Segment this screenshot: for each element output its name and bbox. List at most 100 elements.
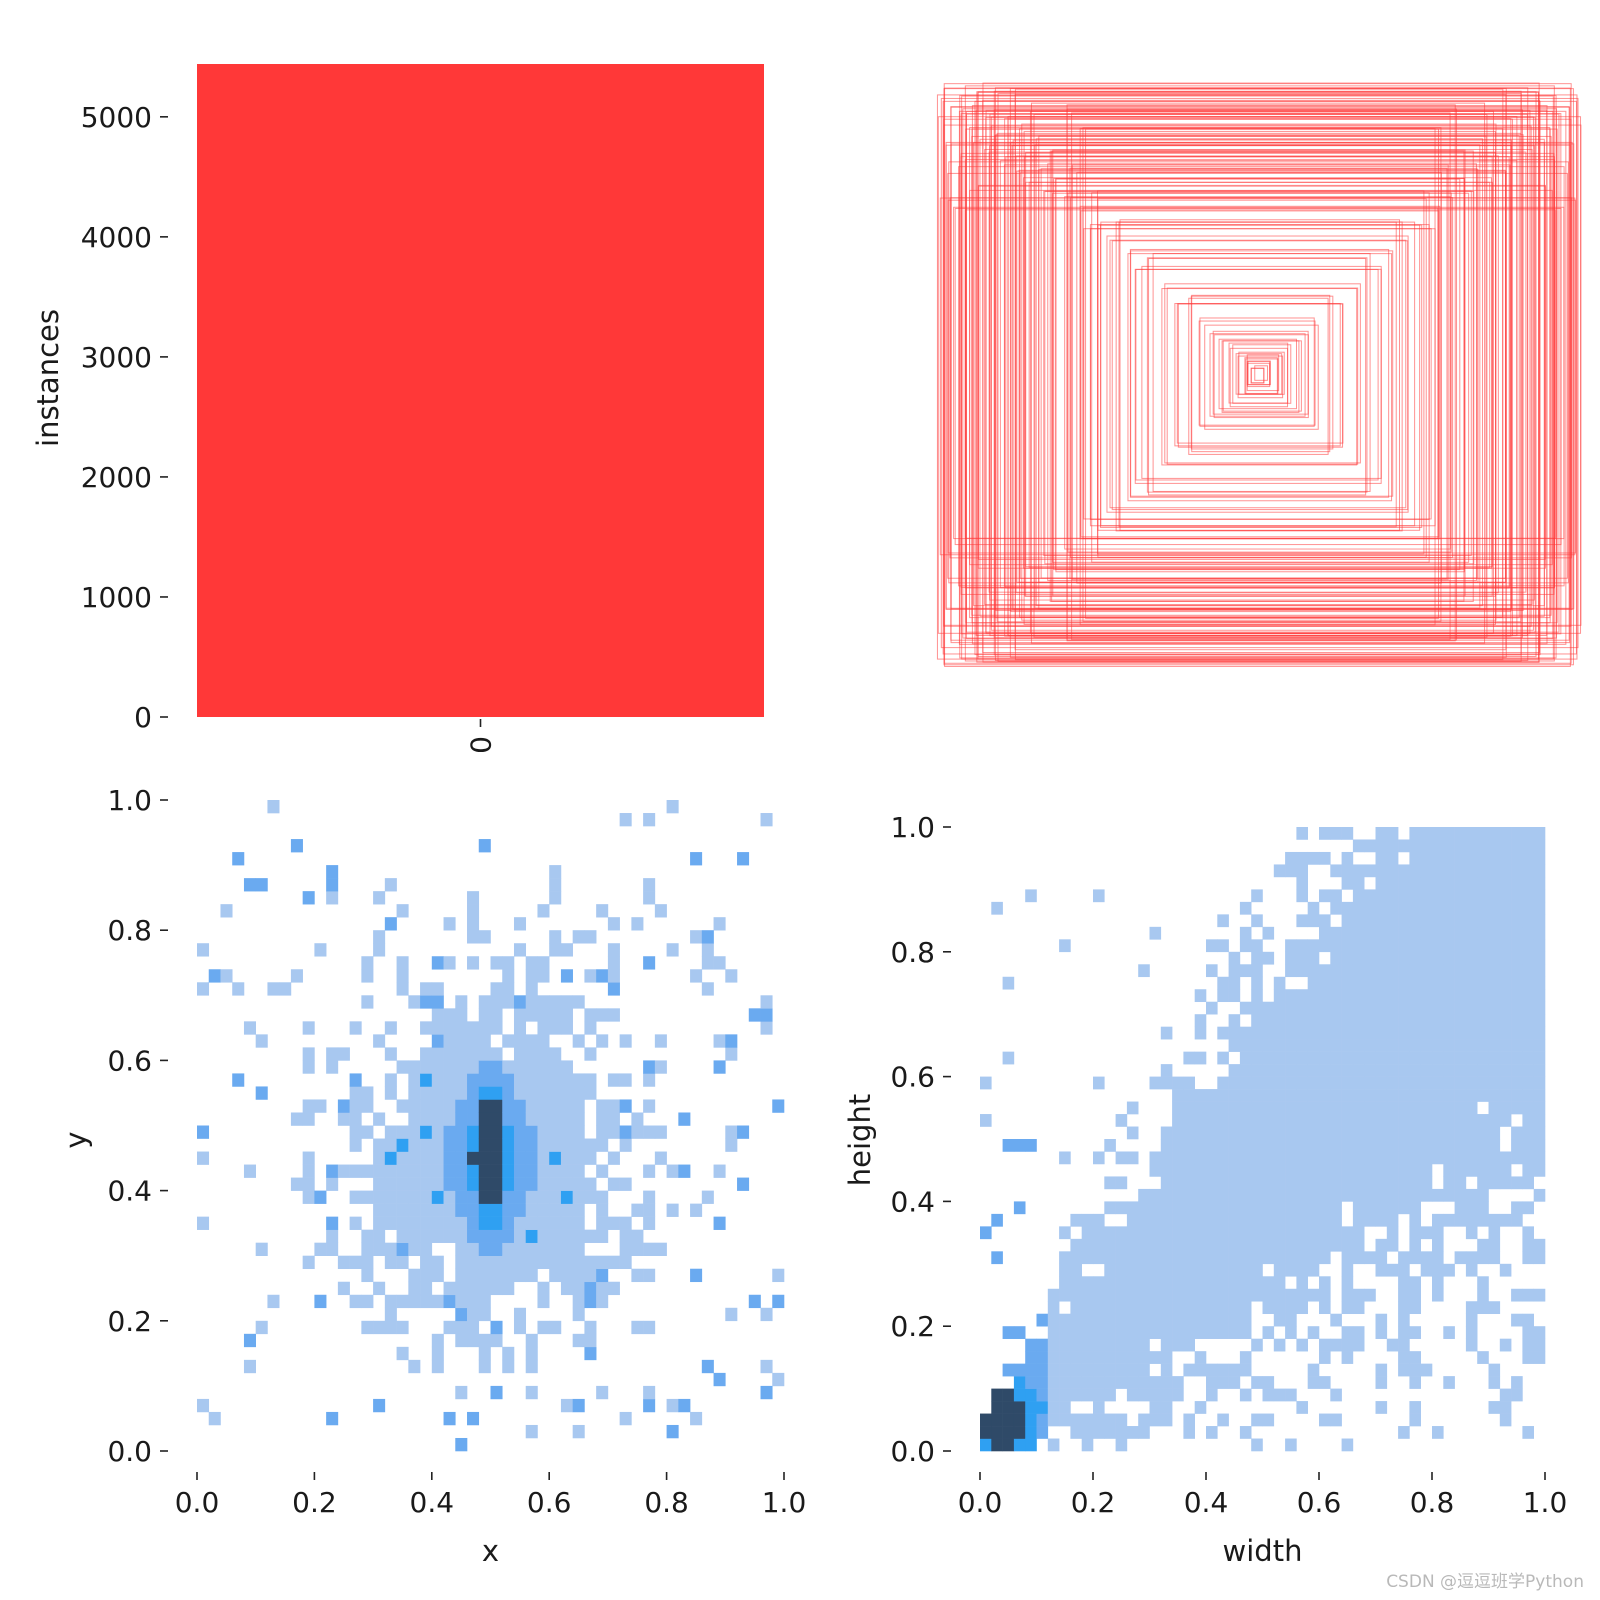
heatmap-cell xyxy=(1488,1238,1501,1252)
heatmap-cell xyxy=(1341,1064,1354,1077)
heatmap-cell xyxy=(1138,1188,1150,1202)
heatmap-cell xyxy=(1386,926,1399,940)
heatmap-cell xyxy=(1364,1039,1376,1052)
heatmap-cell xyxy=(537,1151,550,1165)
heatmap-cell xyxy=(1319,1064,1331,1077)
heatmap-cell xyxy=(361,956,374,970)
heatmap-cell xyxy=(1454,839,1467,853)
heatmap-cell xyxy=(455,1320,468,1335)
heatmap-cell xyxy=(596,1164,609,1178)
heatmap-cell xyxy=(1522,939,1534,953)
heatmap-cell xyxy=(549,943,562,957)
heatmap-cell xyxy=(1126,1426,1139,1439)
heatmap-cell xyxy=(1059,1226,1071,1240)
heatmap-cell xyxy=(1443,964,1455,978)
heatmap-cell xyxy=(1262,1176,1275,1190)
heatmap-cell xyxy=(1070,1313,1082,1327)
heatmap-cell xyxy=(1296,1213,1308,1227)
heatmap-cell xyxy=(384,1125,397,1139)
heatmap-cell xyxy=(1511,1026,1523,1040)
y-tick-label: 1000 xyxy=(81,581,152,614)
box-outline xyxy=(1164,283,1361,464)
heatmap-cell xyxy=(1364,1089,1376,1102)
heatmap-cell xyxy=(502,1086,515,1100)
heatmap-cell xyxy=(396,904,409,918)
heatmap-cell xyxy=(1138,1326,1150,1339)
heatmap-cell xyxy=(396,1203,409,1217)
heatmap-cell xyxy=(1296,1201,1308,1215)
heatmap-cell xyxy=(1093,1351,1105,1364)
heatmap-cell xyxy=(1522,1139,1534,1152)
heatmap-cell xyxy=(478,1073,491,1087)
heatmap-cell xyxy=(1239,1238,1252,1252)
heatmap-cell xyxy=(1420,1051,1433,1065)
heatmap-cell xyxy=(1499,1014,1512,1027)
heatmap-cell xyxy=(1307,1238,1320,1252)
heatmap-cell xyxy=(1115,1288,1128,1302)
heatmap-cell xyxy=(1375,1326,1388,1339)
heatmap-cell xyxy=(1432,1226,1444,1240)
heatmap-cell xyxy=(1319,1351,1331,1364)
heatmap-cell xyxy=(1160,1413,1173,1427)
heatmap-cell xyxy=(643,1073,656,1087)
heatmap-cell xyxy=(1070,1376,1082,1389)
heatmap-cell xyxy=(1194,1363,1207,1377)
heatmap-cell xyxy=(1375,989,1388,1003)
box-outline xyxy=(1079,128,1436,626)
heatmap-cell xyxy=(1285,1026,1297,1040)
heatmap-cell xyxy=(1499,1413,1512,1427)
heatmap-cell xyxy=(1217,1051,1229,1065)
heatmap-cell xyxy=(1386,901,1399,915)
heatmap-cell xyxy=(1488,951,1501,965)
heatmap-cell xyxy=(384,1047,397,1061)
heatmap-cell xyxy=(1217,1413,1229,1427)
heatmap-cell xyxy=(572,1112,585,1126)
heatmap-cell xyxy=(1206,1151,1218,1165)
heatmap-cell xyxy=(1307,1151,1320,1165)
heatmap-cell xyxy=(537,1021,550,1035)
heatmap-cell xyxy=(1160,1276,1173,1290)
heatmap-cell xyxy=(560,1216,573,1230)
heatmap-cell xyxy=(1499,976,1512,990)
heatmap-cell xyxy=(1364,964,1376,978)
heatmap-cell xyxy=(643,1125,656,1139)
box-outline xyxy=(1250,367,1265,384)
heatmap-cell xyxy=(478,1151,491,1165)
heatmap-cell xyxy=(1499,926,1512,940)
heatmap-cell xyxy=(420,1151,433,1165)
heatmap-cell xyxy=(1262,1288,1275,1302)
heatmap-cell xyxy=(619,1138,632,1152)
heatmap-cell xyxy=(1285,1438,1297,1452)
heatmap-cell xyxy=(1398,939,1410,953)
box-outline xyxy=(1097,224,1421,531)
heatmap-cell xyxy=(513,1151,527,1165)
heatmap-cell xyxy=(478,930,491,944)
heatmap-cell xyxy=(455,1047,468,1061)
heatmap-cell xyxy=(314,1242,327,1256)
heatmap-cell xyxy=(1126,1238,1139,1252)
heatmap-cell xyxy=(1454,1089,1467,1102)
heatmap-cell xyxy=(631,1229,644,1243)
heatmap-cell xyxy=(549,1008,562,1022)
heatmap-cell xyxy=(1047,1326,1060,1339)
heatmap-cell xyxy=(431,1268,444,1283)
heatmap-cell xyxy=(373,930,386,944)
heatmap-cell xyxy=(1228,1226,1241,1240)
heatmap-cell xyxy=(1386,1014,1399,1027)
heatmap-cell xyxy=(596,1203,609,1217)
heatmap-cell xyxy=(1330,1126,1342,1140)
heatmap-cell xyxy=(1443,1026,1455,1040)
heatmap-cell xyxy=(420,1073,433,1087)
heatmap-cell xyxy=(1217,1089,1229,1102)
heatmap-cell xyxy=(1160,1176,1173,1190)
x-tick-label: 0.8 xyxy=(1410,1486,1455,1519)
heatmap-cell xyxy=(1499,1401,1512,1414)
box-outline xyxy=(1033,113,1488,638)
heatmap-cell xyxy=(1251,1238,1263,1252)
heatmap-cell xyxy=(1330,827,1342,840)
heatmap-cell xyxy=(1454,1051,1467,1065)
heatmap-cell xyxy=(1375,1188,1388,1202)
heatmap-cell xyxy=(1443,1188,1455,1202)
heatmap-cell xyxy=(584,1229,597,1243)
heatmap-cell xyxy=(1386,951,1399,965)
